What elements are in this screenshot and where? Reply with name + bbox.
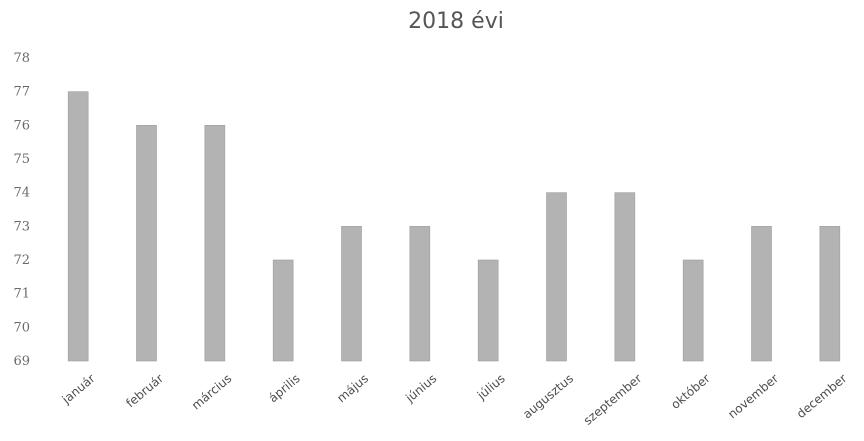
bar: [204, 125, 226, 362]
x-tick-label: január: [59, 371, 98, 407]
bar: [67, 91, 89, 362]
y-tick-label: 71: [13, 287, 30, 302]
bar: [477, 259, 499, 362]
x-tick-label: június: [402, 371, 439, 405]
bar: [819, 226, 841, 362]
y-axis-ticks: 69 70 71 72 73 74 75 76 77 78: [13, 51, 30, 369]
y-tick-label: 76: [13, 118, 30, 133]
y-tick-label: 72: [13, 253, 30, 268]
y-tick-label: 74: [13, 186, 30, 201]
x-tick-label: február: [123, 371, 166, 410]
bar: [272, 259, 294, 362]
x-tick-label: április: [266, 371, 303, 405]
x-tick-label: szeptember: [581, 371, 645, 428]
x-axis-ticks: január február március április május június jú…: [59, 371, 850, 428]
x-tick-label: november: [725, 371, 781, 421]
bar: [136, 125, 157, 362]
bar: [614, 192, 636, 362]
bar: [409, 226, 431, 362]
y-tick-label: 77: [13, 85, 30, 100]
bar: [682, 259, 704, 362]
y-tick-label: 70: [13, 320, 30, 335]
bars: [67, 91, 841, 362]
y-tick-label: 69: [13, 354, 30, 369]
x-tick-label: október: [668, 371, 712, 412]
bar: [546, 192, 567, 362]
x-tick-label: március: [189, 371, 234, 412]
chart-title: 2018 évi: [408, 9, 504, 34]
bar: [751, 226, 772, 362]
bar: [341, 226, 362, 362]
y-tick-label: 75: [13, 152, 30, 167]
x-tick-label: július: [474, 371, 508, 403]
x-tick-label: augusztus: [520, 371, 576, 421]
y-tick-label: 78: [13, 51, 30, 66]
x-tick-label: december: [794, 371, 849, 421]
x-tick-label: május: [334, 371, 371, 405]
y-tick-label: 73: [13, 219, 30, 234]
